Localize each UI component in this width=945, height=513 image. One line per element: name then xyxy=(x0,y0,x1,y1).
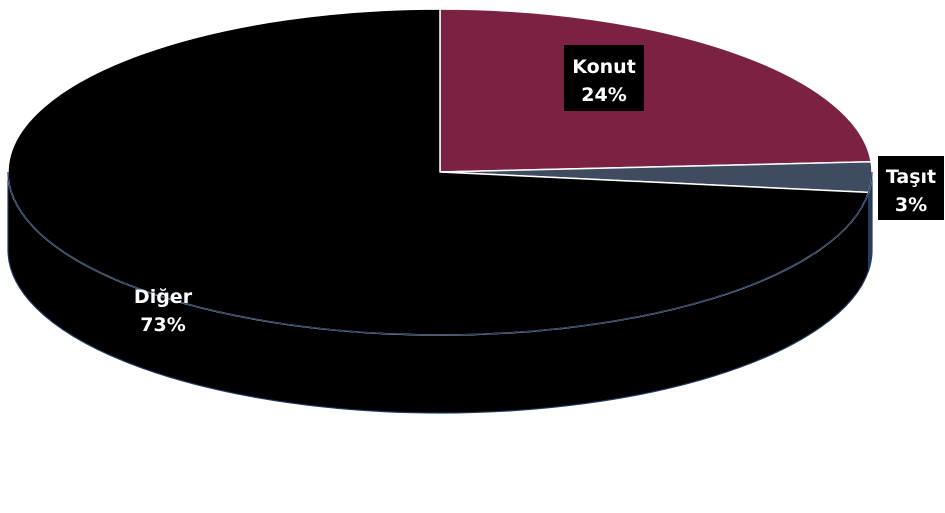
pie-slice-konut xyxy=(439,8,872,173)
data-label-diger: Diğer 73% xyxy=(134,286,193,336)
data-label-box xyxy=(878,156,944,220)
pie-slices xyxy=(7,8,873,336)
pie-rim-outline xyxy=(7,171,873,336)
data-label-value: 73% xyxy=(140,314,185,336)
data-labels: Konut 24% Taşıt 3% Diğer 73% xyxy=(134,45,944,336)
data-label-box xyxy=(564,45,644,111)
data-label-konut: Konut 24% xyxy=(564,45,644,111)
data-label-value: 3% xyxy=(895,194,927,216)
data-label-category: Diğer xyxy=(134,286,193,308)
data-label-value: 24% xyxy=(581,84,626,106)
data-label-category: Taşıt xyxy=(886,166,936,188)
data-label-category: Konut xyxy=(572,56,636,78)
data-label-tasit: Taşıt 3% xyxy=(878,156,944,220)
